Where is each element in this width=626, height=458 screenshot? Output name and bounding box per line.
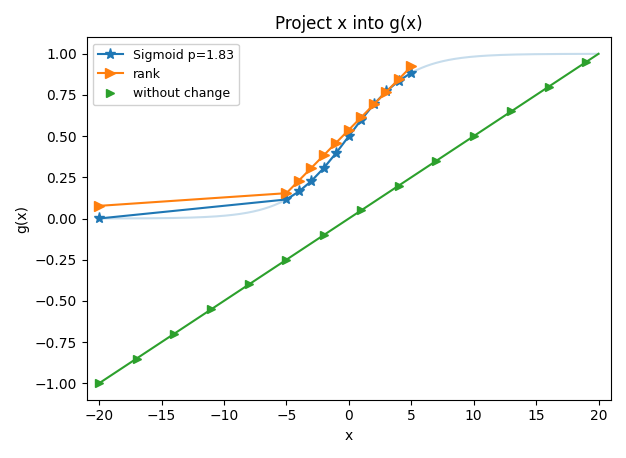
without change [395, 183, 403, 188]
rank [332, 140, 340, 145]
rank [295, 178, 302, 183]
Sigmoid p=1.83 [395, 78, 403, 84]
rank [357, 114, 365, 120]
Sigmoid p=1.83 [332, 150, 340, 155]
without change [170, 331, 178, 337]
without change [357, 207, 365, 213]
Legend: Sigmoid p=1.83, rank, without change: Sigmoid p=1.83, rank, without change [93, 44, 239, 105]
Sigmoid p=1.83 [357, 117, 365, 122]
rank [382, 89, 390, 94]
without change [95, 381, 103, 386]
without change [208, 306, 215, 312]
rank [408, 64, 415, 69]
rank [320, 153, 327, 158]
rank [370, 102, 377, 107]
Sigmoid p=1.83 [408, 70, 415, 76]
Sigmoid p=1.83 [283, 197, 290, 202]
without change [582, 59, 590, 65]
without change [433, 158, 440, 164]
without change [507, 109, 515, 114]
Sigmoid p=1.83 [345, 133, 352, 139]
without change [245, 282, 253, 287]
Line: without change: without change [95, 58, 590, 387]
X-axis label: x: x [345, 429, 353, 443]
without change [470, 133, 478, 139]
Y-axis label: g(x): g(x) [15, 205, 29, 233]
rank [345, 127, 352, 132]
rank [395, 76, 403, 82]
rank [283, 191, 290, 196]
Sigmoid p=1.83 [95, 216, 103, 221]
Sigmoid p=1.83 [370, 102, 377, 107]
Sigmoid p=1.83 [307, 178, 315, 184]
Line: rank: rank [95, 62, 416, 211]
rank [307, 165, 315, 170]
Sigmoid p=1.83 [382, 88, 390, 94]
without change [133, 356, 140, 361]
Sigmoid p=1.83 [295, 189, 302, 194]
without change [320, 232, 327, 238]
Line: Sigmoid p=1.83: Sigmoid p=1.83 [93, 67, 417, 224]
Sigmoid p=1.83 [320, 165, 327, 171]
without change [283, 257, 290, 262]
rank [95, 203, 103, 208]
without change [545, 84, 552, 89]
Title: Project x into g(x): Project x into g(x) [275, 15, 423, 33]
